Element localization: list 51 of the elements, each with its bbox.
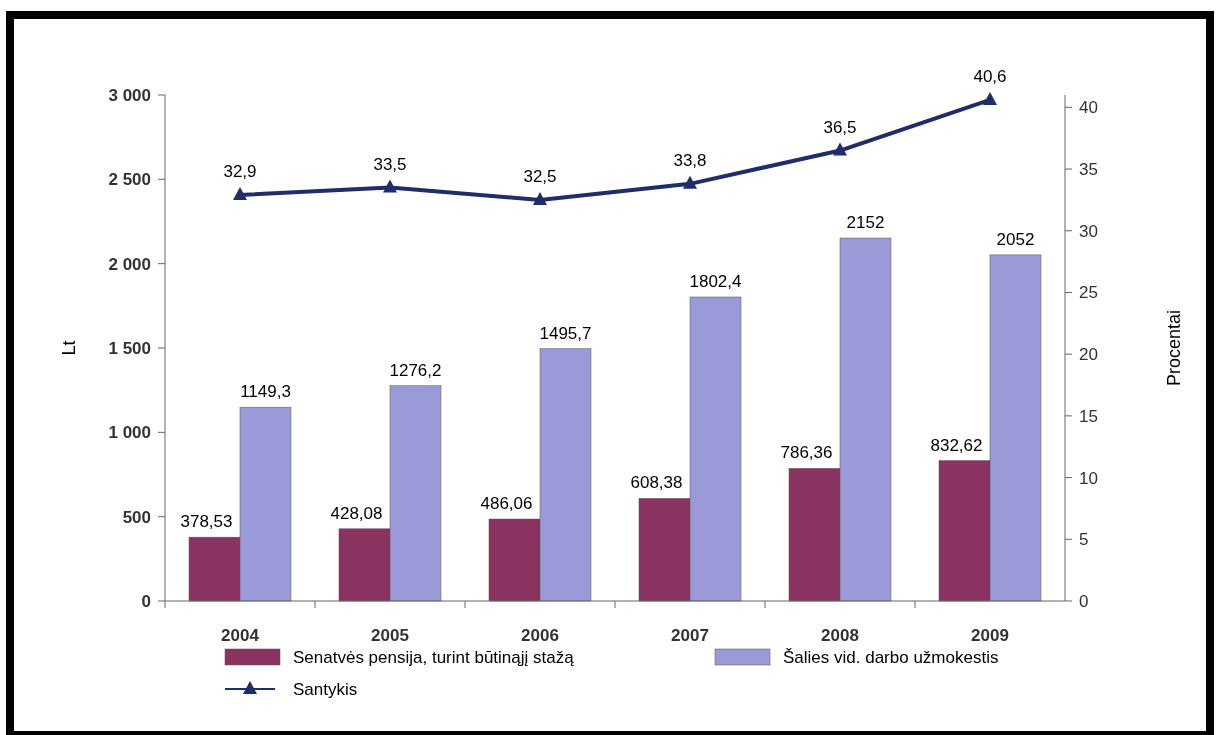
x-tick-label: 2007 (671, 626, 709, 645)
x-tick-label: 2006 (521, 626, 559, 645)
data-label: 36,5 (823, 117, 857, 137)
data-label: 832,62 (930, 435, 983, 455)
x-tick-label: 2009 (971, 626, 1009, 645)
point (683, 175, 697, 189)
data-label: 1276,2 (389, 360, 442, 380)
legend-label: Santykis (293, 680, 358, 699)
y2-tick-label: 20 (1079, 345, 1098, 365)
y-tick-label: 2 500 (108, 170, 151, 190)
y2-tick-label: 30 (1079, 221, 1098, 241)
data-label: 33,8 (673, 150, 707, 170)
data-label: 1802,4 (689, 272, 742, 291)
data-label: 33,5 (373, 154, 407, 174)
data-label: 1495,7 (539, 323, 592, 343)
point (383, 179, 397, 193)
y-tick-label: 500 (122, 507, 151, 527)
data-label: 1149,3 (240, 382, 291, 402)
y-tick-label: 2 000 (108, 254, 151, 274)
point (983, 91, 997, 105)
legend-label: Senatvės pensija, turint būtinąjį stažą (293, 648, 575, 667)
data-label: 428,08 (330, 503, 383, 523)
y2-tick-label: 0 (1079, 592, 1089, 611)
data-label: 40,6 (973, 66, 1007, 86)
data-label: 486,06 (480, 494, 533, 514)
y-tick-label: 1 500 (108, 339, 151, 358)
point (233, 186, 247, 200)
y-tick-label: 3 000 (108, 86, 151, 105)
data-label: 32,9 (223, 161, 257, 181)
y-tick-label: 1 000 (108, 423, 151, 443)
y2-tick-label: 15 (1079, 406, 1098, 426)
y-tick-label: 0 (141, 592, 151, 611)
x-tick-label: 2005 (371, 626, 409, 645)
data-label: 786,36 (780, 443, 833, 463)
data-label: 378,53 (180, 512, 233, 532)
point (833, 142, 847, 156)
y2-tick-label: 10 (1079, 468, 1098, 488)
data-label: 2152 (846, 213, 885, 233)
y2-tick-label: 5 (1079, 530, 1089, 550)
legend-label: Šalies vid. darbo užmokestis (783, 648, 999, 667)
y2-axis-title: Procentai (1164, 309, 1184, 387)
point (533, 191, 547, 205)
y2-tick-label: 40 (1079, 98, 1098, 118)
x-tick-label: 2008 (821, 626, 859, 645)
data-label: 32,5 (523, 166, 557, 186)
y2-tick-label: 35 (1079, 160, 1098, 180)
data-label: 608,38 (630, 473, 683, 493)
data-label: 2052 (996, 229, 1035, 249)
y-axis-title: Lt (59, 340, 79, 356)
y2-tick-label: 25 (1079, 283, 1098, 303)
x-tick-label: 2004 (221, 626, 260, 645)
